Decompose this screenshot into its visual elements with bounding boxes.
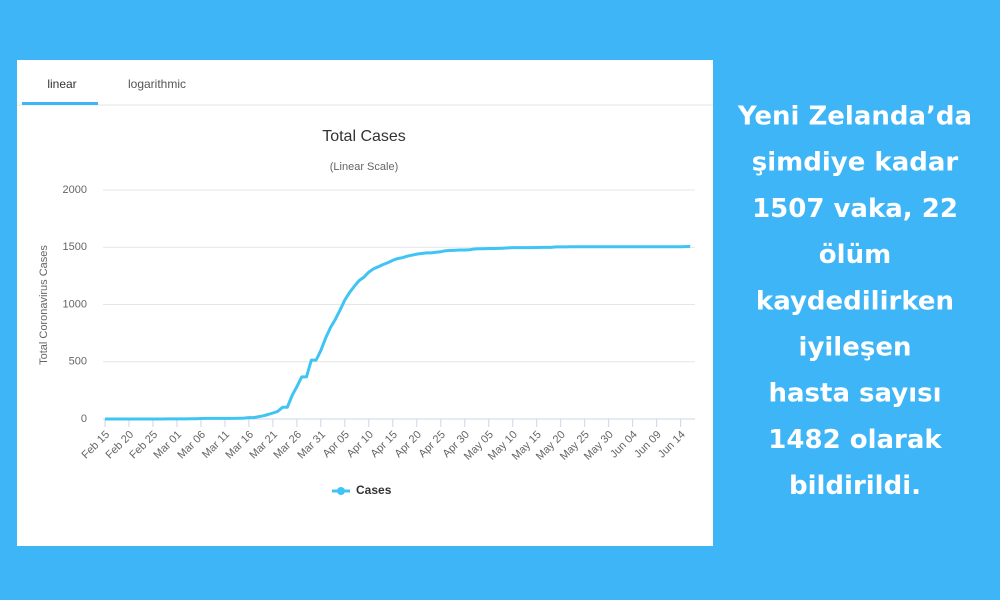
caption-line: Yeni Zelanda’da: [737, 102, 972, 132]
caption-line: bildirildi.: [789, 471, 921, 501]
y-tick-label: 2000: [63, 184, 87, 196]
line: [105, 244, 691, 421]
y-tick-label: 1000: [63, 298, 87, 310]
tab-underline: [22, 102, 98, 105]
tab[interactable]: logarithmic: [128, 77, 186, 91]
caption-line: ölüm: [819, 240, 891, 270]
caption-line: iyileşen: [799, 333, 912, 363]
legend-marker: [337, 487, 345, 495]
y-tick-label: 500: [69, 356, 87, 368]
chart-subtitle: (Linear Scale): [330, 161, 398, 173]
caption-line: hasta sayısı: [768, 379, 941, 409]
caption-line: 1507 vaka, 22: [752, 194, 958, 224]
caption-line: kaydedilirken: [756, 286, 954, 316]
legend-label: Cases: [356, 483, 392, 497]
caption-line: şimdiye kadar: [752, 148, 959, 178]
y-axis-label: Total Coronavirus Cases: [38, 245, 50, 365]
panel: [17, 60, 713, 546]
y-tick-label: 0: [81, 413, 87, 425]
chart-title: Total Cases: [322, 128, 406, 145]
caption-line: 1482 olarak: [768, 425, 942, 455]
y-tick-label: 1500: [63, 241, 87, 253]
tab[interactable]: linear: [47, 77, 76, 91]
